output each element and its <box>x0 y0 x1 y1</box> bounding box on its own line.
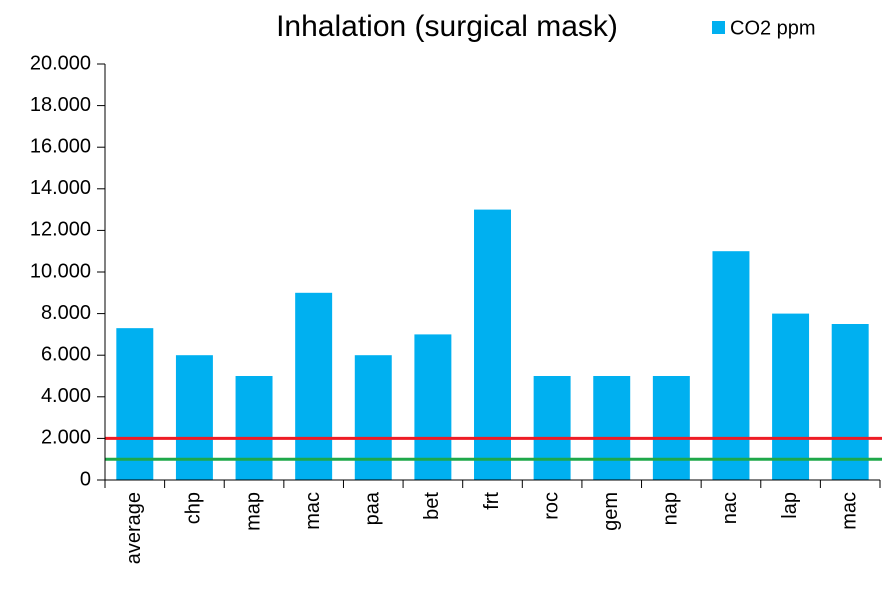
x-tick-label: chp <box>183 492 205 524</box>
legend-label: CO2 ppm <box>730 17 816 39</box>
x-tick-label: roc <box>540 492 562 520</box>
x-tick-label: map <box>242 492 264 531</box>
bar <box>414 334 452 480</box>
bar <box>652 376 690 480</box>
bar <box>116 328 154 480</box>
y-tick-label: 10.000 <box>30 260 91 282</box>
y-tick-label: 2.000 <box>41 427 91 449</box>
bar <box>474 209 511 480</box>
y-tick-label: 4.000 <box>41 385 91 407</box>
x-tick-label: gem <box>600 492 622 531</box>
bar <box>712 251 750 480</box>
y-tick-label: 20.000 <box>30 52 91 74</box>
y-tick-label: 18.000 <box>30 94 91 116</box>
bar <box>772 313 810 480</box>
legend-swatch <box>712 21 725 34</box>
bar <box>175 355 213 480</box>
bar <box>295 292 333 480</box>
chart-title: Inhalation (surgical mask) <box>276 10 618 43</box>
y-tick-label: 6.000 <box>41 343 91 365</box>
y-tick-label: 14.000 <box>30 177 91 199</box>
x-tick-label: mac <box>838 492 860 530</box>
x-tick-label: nac <box>719 492 741 524</box>
bar <box>235 376 273 480</box>
bar <box>533 376 571 480</box>
x-tick-label: frt <box>481 492 503 510</box>
x-tick-label: average <box>123 492 145 564</box>
bar <box>831 324 869 480</box>
y-tick-label: 0 <box>80 468 91 490</box>
x-tick-label: lap <box>779 492 801 519</box>
x-tick-label: paa <box>362 491 384 525</box>
x-tick-label: mac <box>302 492 324 530</box>
bar <box>593 376 631 480</box>
y-tick-label: 16.000 <box>30 135 91 157</box>
y-tick-label: 12.000 <box>30 219 91 241</box>
x-tick-label: bet <box>421 492 443 520</box>
bar <box>354 355 392 480</box>
x-tick-label: nap <box>660 492 682 525</box>
y-tick-label: 8.000 <box>41 302 91 324</box>
